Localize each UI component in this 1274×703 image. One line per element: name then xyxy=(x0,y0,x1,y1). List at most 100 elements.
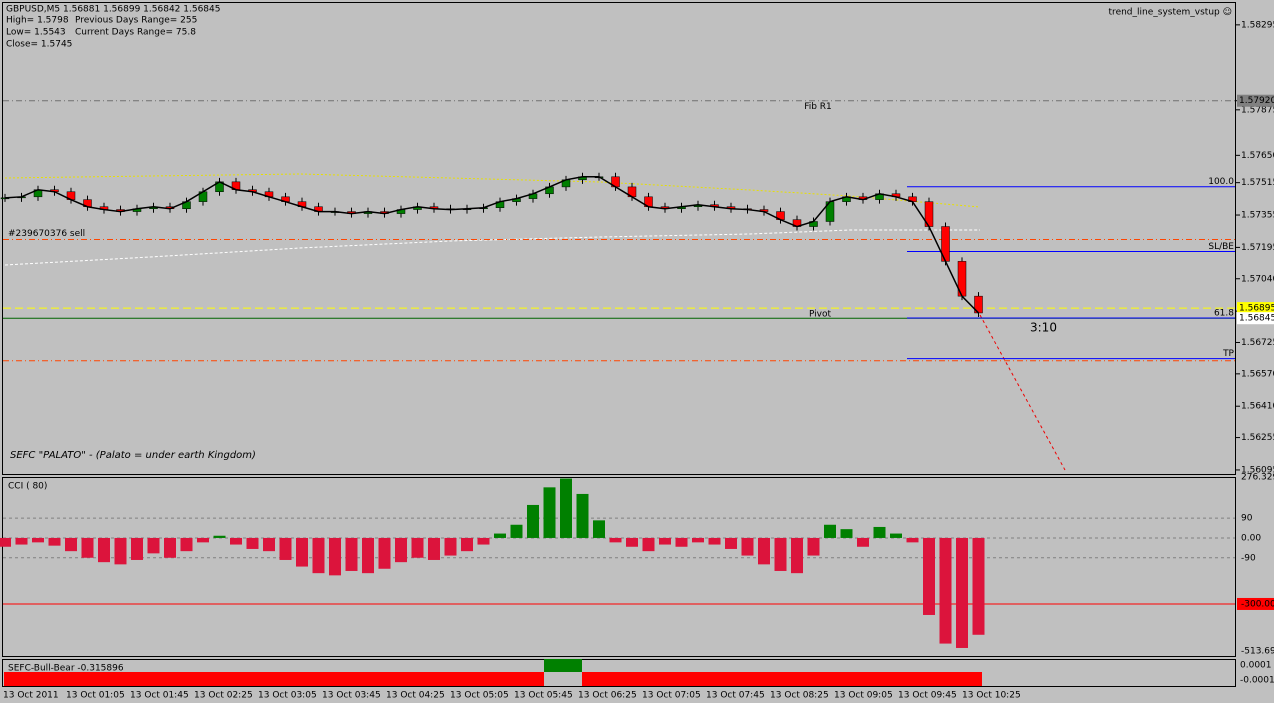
cci-bar xyxy=(263,537,275,552)
price-label: 1.57650 xyxy=(1241,151,1274,161)
cci-tick-label: 90 xyxy=(1241,514,1253,524)
comment: SEFC "PALATO" - (Palato = under earth Ki… xyxy=(10,450,256,461)
time-label: 13 Oct 02:25 xyxy=(194,691,253,701)
cci-tick-label: -300.00 xyxy=(1241,599,1274,609)
level-label: Pivot xyxy=(809,310,832,320)
time-label: 13 Oct 08:25 xyxy=(770,691,829,701)
price-label: 1.57195 xyxy=(1241,243,1274,253)
bear-strip xyxy=(4,672,544,686)
cci-bar xyxy=(411,537,424,558)
price-marker-box xyxy=(1237,94,1274,107)
level-label: #239670376 sell xyxy=(8,229,85,239)
cci-bar xyxy=(725,537,737,549)
level-label: Fib R1 xyxy=(804,102,832,112)
time-label: 13 Oct 09:45 xyxy=(898,691,957,701)
cci-bar xyxy=(65,537,77,552)
price-label: 1.57355 xyxy=(1241,211,1274,221)
cci-bar xyxy=(593,520,605,538)
time-label: 13 Oct 01:45 xyxy=(130,691,189,701)
cci-bar xyxy=(296,537,308,567)
cci-tick-label: 0.00 xyxy=(1241,533,1261,543)
high: High= 1.5798 xyxy=(6,16,69,26)
cci-bar xyxy=(576,493,589,538)
cci-bar xyxy=(824,524,836,538)
price-label: 1.56410 xyxy=(1241,402,1274,412)
cci-bar xyxy=(642,537,655,552)
cci-bar xyxy=(972,537,985,635)
bear-strip xyxy=(582,672,982,686)
cci-bar xyxy=(840,529,853,538)
cci-bar xyxy=(461,537,473,552)
price-label: 1.58295 xyxy=(1241,20,1274,30)
cci-bar xyxy=(692,537,704,543)
cci-bar xyxy=(527,504,539,538)
time-label: 13 Oct 01:05 xyxy=(66,691,125,701)
price-marker: 1.57920 xyxy=(1239,96,1274,106)
cci-bar xyxy=(213,535,226,538)
price-marker: 1.56895 xyxy=(1239,304,1274,314)
cci-bar xyxy=(741,537,754,556)
cci-bar xyxy=(395,537,407,563)
cci-bar xyxy=(807,537,820,556)
cci-bar xyxy=(873,526,886,538)
price-label: 1.56570 xyxy=(1241,369,1274,379)
cci-bar xyxy=(312,537,325,574)
time-label: 13 Oct 07:05 xyxy=(642,691,701,701)
ma-white xyxy=(4,229,980,266)
price-label: 1.56095 xyxy=(1241,465,1274,475)
time-label: 13 Oct 03:05 xyxy=(258,691,317,701)
cci-bar xyxy=(114,537,127,565)
ma-yellow xyxy=(4,173,981,208)
cci-bar xyxy=(510,524,523,538)
price-marker-box xyxy=(1237,312,1274,325)
price-label: 1.56255 xyxy=(1241,433,1274,443)
bull-bear-strip xyxy=(4,659,982,686)
cci-bar xyxy=(675,537,688,547)
time-label: 13 Oct 2011 xyxy=(3,691,59,701)
cci-bar xyxy=(362,537,374,574)
fib-label: TP xyxy=(1222,349,1234,359)
cci-bar xyxy=(444,537,457,556)
prev-range: Previous Days Range= 255 xyxy=(75,16,197,26)
cci-marker-box xyxy=(1237,597,1274,610)
price-label: 1.56725 xyxy=(1241,338,1274,348)
cci-bar xyxy=(906,537,919,543)
cci-bar xyxy=(708,537,721,545)
cci-bar xyxy=(32,537,44,543)
time-label: 13 Oct 09:05 xyxy=(834,691,893,701)
cci-tick-label: 276.3294 xyxy=(1241,473,1274,483)
cci-bar xyxy=(543,487,556,538)
time-label: 13 Oct 03:45 xyxy=(322,691,381,701)
cci-bar xyxy=(279,537,292,560)
close: Close= 1.5745 xyxy=(6,40,72,50)
cci-bar xyxy=(659,537,671,545)
cci-bar xyxy=(164,537,176,558)
main-panel xyxy=(2,2,1236,475)
symbol-line: GBPUSD,M5 1.56881 1.56899 1.56842 1.5684… xyxy=(6,5,220,15)
timer: 3:10 xyxy=(1030,321,1057,335)
cci-panel xyxy=(2,477,1236,657)
price-label: 1.57875 xyxy=(1241,105,1274,115)
ma-black xyxy=(4,176,980,314)
cci-bar xyxy=(345,537,358,571)
cci-bar xyxy=(197,537,209,543)
cci-bar xyxy=(890,533,902,538)
cci-bar xyxy=(81,537,94,558)
cci-bar xyxy=(98,537,110,563)
cci-bar xyxy=(48,537,61,546)
cci-bar xyxy=(329,537,341,576)
bull-bear-tick: 0.0001 xyxy=(1240,661,1272,671)
cci-bar xyxy=(560,478,572,538)
price-marker-box xyxy=(1237,302,1274,315)
bull-bear-tick: -0.0001 xyxy=(1240,676,1274,686)
cci-bar xyxy=(131,537,143,560)
price-label: 1.57515 xyxy=(1241,178,1274,188)
cci-bar xyxy=(939,537,952,644)
indicator-name: trend_line_system_vstup ☺ xyxy=(1109,7,1232,18)
cci-title: CCI ( 80) xyxy=(8,482,47,492)
cci-bar xyxy=(758,537,770,565)
cci-bar xyxy=(494,533,506,538)
time-label: 13 Oct 04:25 xyxy=(386,691,445,701)
time-label: 13 Oct 07:45 xyxy=(706,691,765,701)
